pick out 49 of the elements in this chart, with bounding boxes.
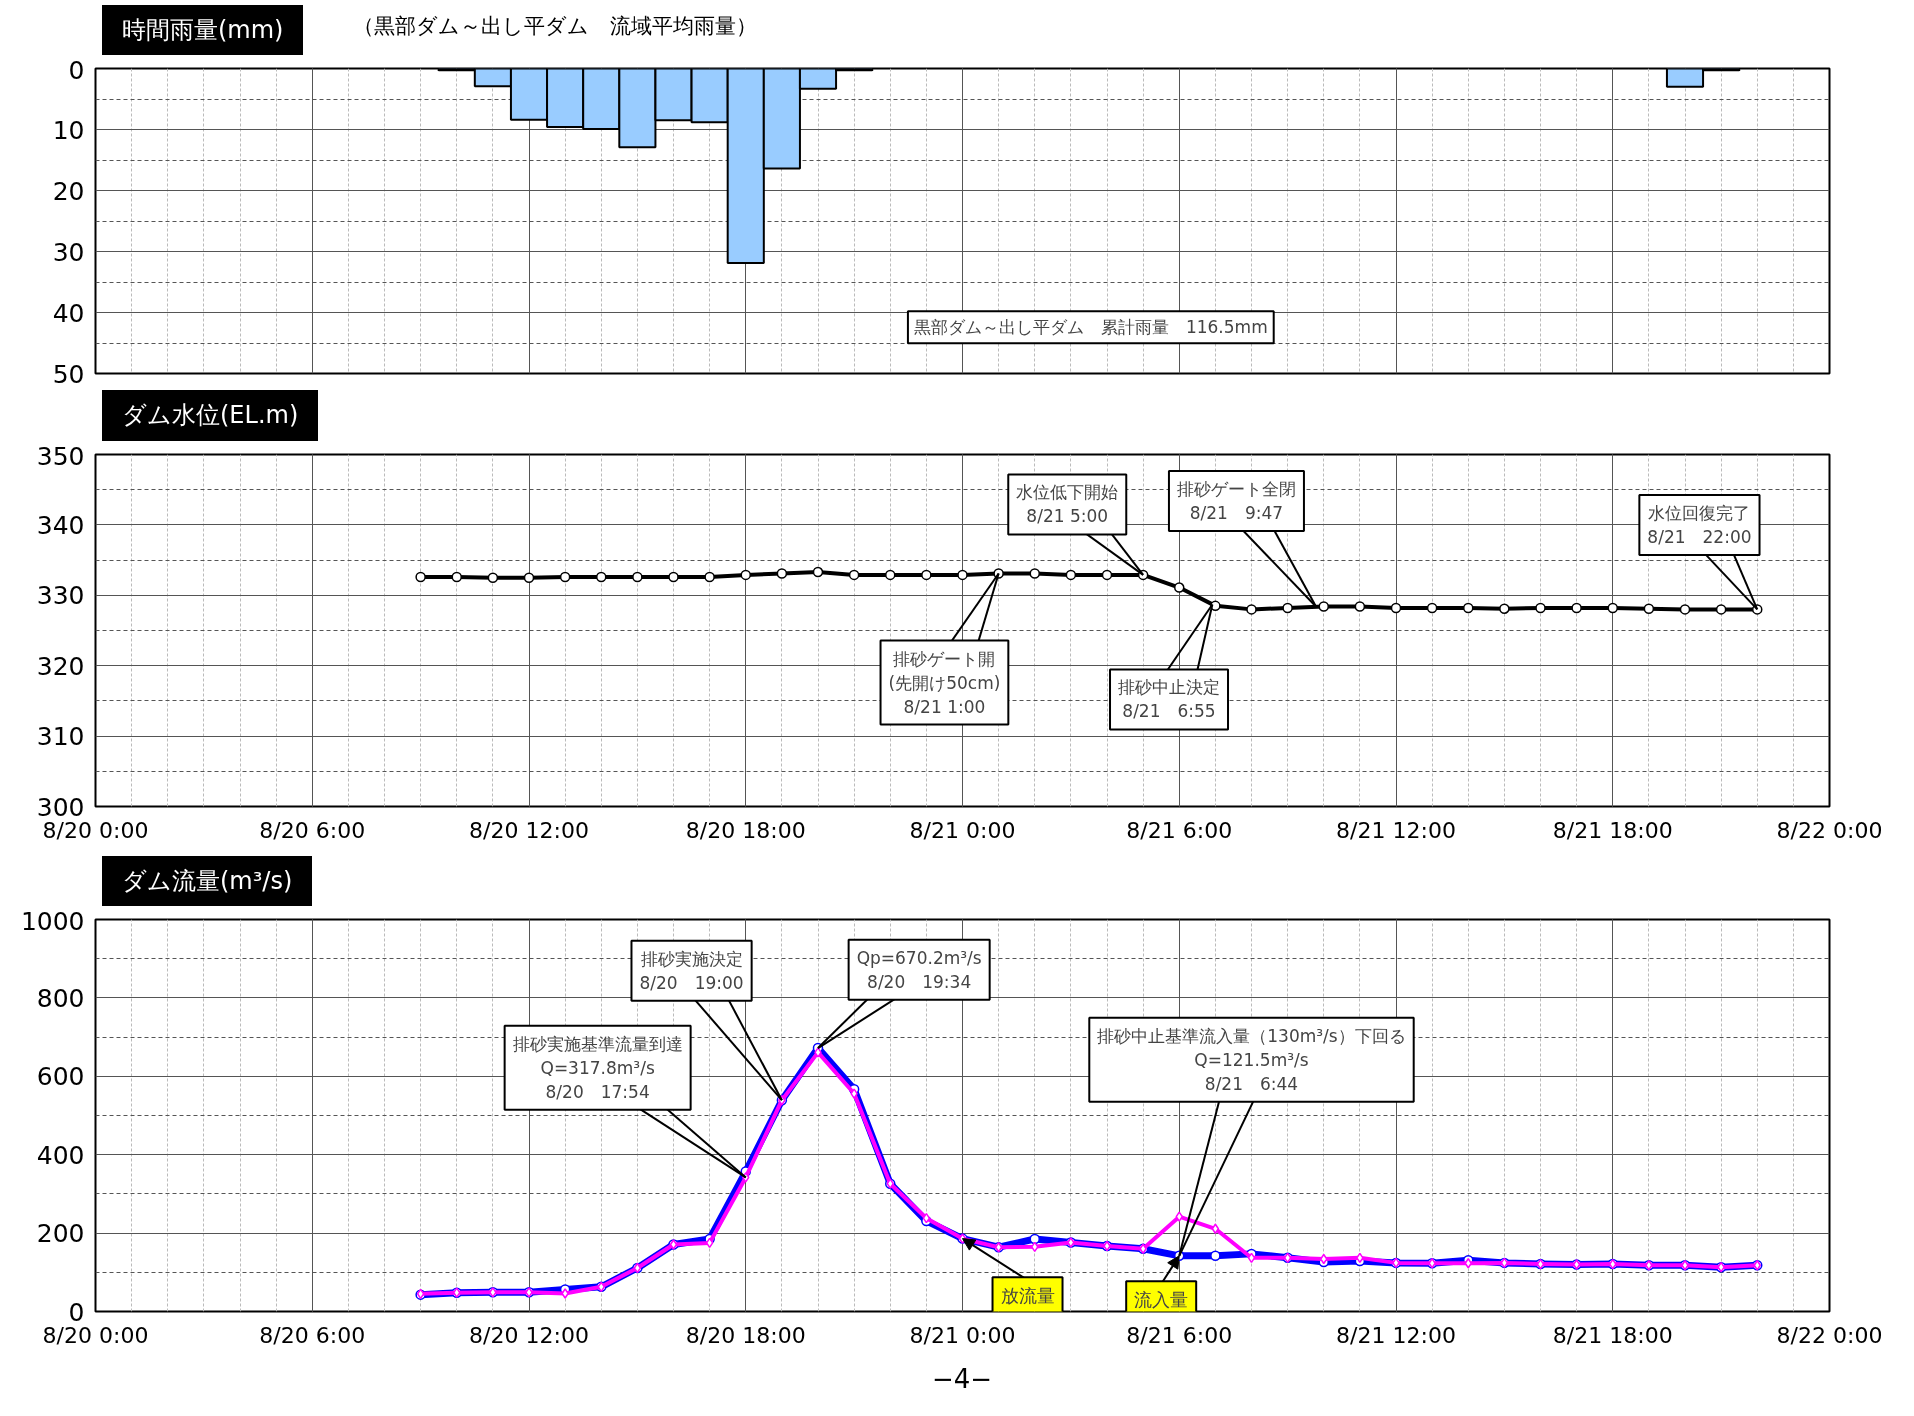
y-tick-label: 30 bbox=[52, 237, 85, 267]
y-tick-label: 10 bbox=[52, 115, 85, 145]
x-tick-label: 8/20 6:00 bbox=[259, 817, 366, 843]
x-tick-label: 8/20 6:00 bbox=[259, 1322, 366, 1348]
y-tick-label: 600 bbox=[36, 1062, 85, 1092]
x-tick-label: 8/21 0:00 bbox=[909, 817, 1016, 843]
series-label: 流入量 bbox=[1134, 1289, 1189, 1311]
x-tick-label: 8/20 18:00 bbox=[685, 1322, 806, 1348]
x-tick-label: 8/20 12:00 bbox=[469, 817, 589, 843]
annotation: 排砂実施決定 8/20 19:00 bbox=[639, 948, 744, 993]
x-tick-label: 8/20 12:00 bbox=[469, 1322, 589, 1348]
y-tick-label: 340 bbox=[36, 510, 85, 540]
annotation: 排砂中止決定 8/21 6:55 bbox=[1118, 677, 1221, 722]
y-tick-label: 400 bbox=[36, 1140, 85, 1170]
text: −4− bbox=[931, 1362, 993, 1396]
annotation: 黒部ダム～出し平ダム 累計雨量 116.5mm bbox=[913, 317, 1268, 338]
x-tick-label: 8/21 0:00 bbox=[909, 1322, 1016, 1348]
annotation: 水位回復完了 8/21 22:00 bbox=[1647, 502, 1752, 547]
annotation: 排砂中止基準流入量（130m³/s）下回る Q=121.5m³/s 8/21 6:44 bbox=[1097, 1025, 1406, 1094]
y-tick-label: 350 bbox=[36, 441, 85, 471]
x-tick-label: 8/21 6:00 bbox=[1126, 1322, 1233, 1348]
x-tick-label: 8/20 18:00 bbox=[685, 817, 806, 843]
x-tick-label: 8/21 12:00 bbox=[1336, 1322, 1456, 1348]
annotation: Qp=670.2m³/s 8/20 19:34 bbox=[856, 947, 982, 992]
chart-title: ダム水位(EL.m) bbox=[122, 400, 299, 432]
x-tick-label: 8/21 18:00 bbox=[1552, 817, 1673, 843]
y-tick-label: 0 bbox=[68, 55, 85, 85]
y-tick-label: 320 bbox=[36, 651, 85, 681]
y-tick-label: 200 bbox=[36, 1218, 85, 1248]
annotation: 排砂ゲート全閉 8/21 9:47 bbox=[1176, 478, 1296, 523]
chart-title: ダム流量(m³/s) bbox=[122, 865, 293, 897]
y-tick-label: 40 bbox=[52, 298, 85, 328]
chart-subtitle: （黒部ダム～出し平ダム 流域平均雨量） bbox=[353, 13, 758, 40]
y-tick-label: 800 bbox=[36, 983, 85, 1013]
y-tick-label: 330 bbox=[36, 580, 85, 610]
x-tick-label: 8/21 12:00 bbox=[1336, 817, 1456, 843]
y-tick-label: 20 bbox=[52, 176, 85, 206]
y-tick-label: 310 bbox=[36, 721, 85, 751]
annotation: 水位低下開始 8/21 5:00 bbox=[1016, 482, 1119, 527]
y-tick-label: 1000 bbox=[20, 906, 85, 936]
x-tick-label: 8/21 18:00 bbox=[1552, 1322, 1673, 1348]
x-tick-label: 8/22 0:00 bbox=[1776, 817, 1883, 843]
x-tick-label: 8/22 0:00 bbox=[1776, 1322, 1883, 1348]
y-tick-label: 50 bbox=[52, 359, 85, 389]
annotation: 排砂実施基準流量到達 Q=317.8m³/s 8/20 17:54 bbox=[512, 1033, 683, 1102]
annotation: 排砂ゲート開 (先開け50cm) 8/21 1:00 bbox=[888, 648, 1001, 717]
chart-title: 時間雨量(mm) bbox=[122, 15, 284, 46]
x-tick-label: 8/21 6:00 bbox=[1126, 817, 1233, 843]
series-label: 放流量 bbox=[1000, 1285, 1055, 1307]
